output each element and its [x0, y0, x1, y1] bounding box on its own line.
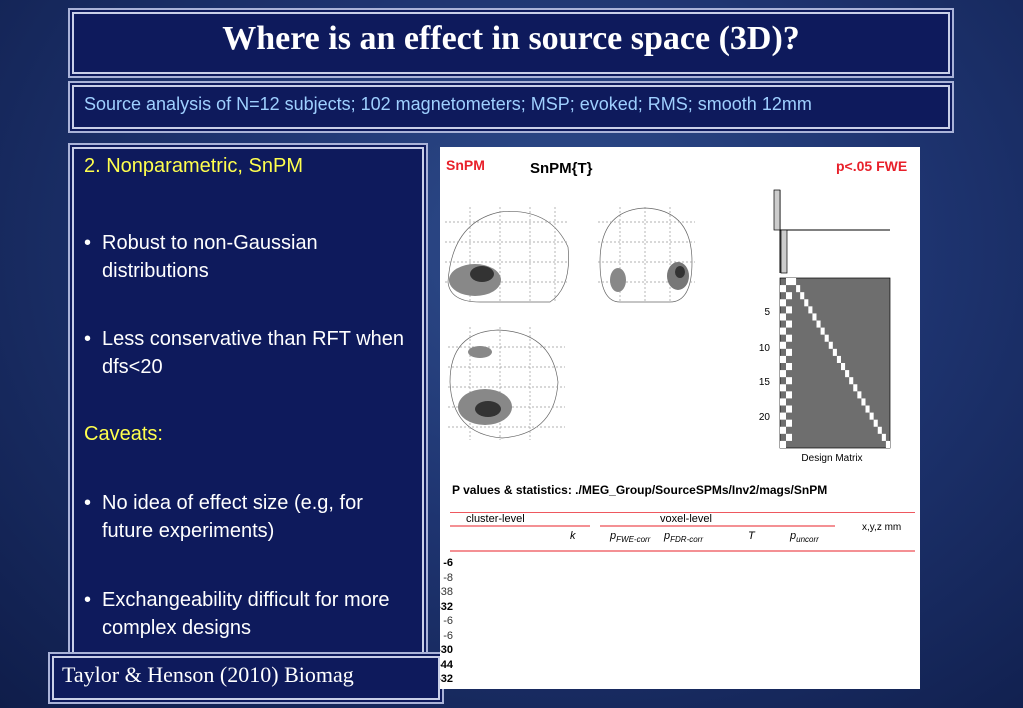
slide-title: Where is an effect in source space (3D)? — [222, 20, 800, 57]
dm-tick-15: 15 — [759, 377, 771, 388]
coronal-view — [598, 207, 695, 303]
citation-box: Taylor & Henson (2010) Biomag — [50, 654, 442, 702]
bullet-item-exchangeability: • Exchangeability difficult for more com… — [84, 586, 414, 642]
header-p-uncorr: puncorr — [790, 530, 819, 545]
header-cluster-level: cluster-level — [466, 513, 525, 525]
slide-subtitle: Source analysis of N=12 subjects; 102 ma… — [84, 94, 812, 114]
bullet-item-conservative: • Less conservative than RFT when dfs<20 — [84, 325, 414, 381]
glass-brain-views — [445, 207, 695, 440]
bullet-glyph: • — [84, 328, 92, 350]
dm-tick-10: 10 — [759, 343, 771, 354]
header-voxel-level: voxel-level — [660, 513, 712, 525]
cell-z: -44 — [440, 658, 453, 671]
bullet-item-effect-size: • No idea of effect size (e.g, for futur… — [84, 489, 414, 545]
cell-z: -38 — [440, 586, 453, 598]
bullet-text: Exchangeability difficult for more compl… — [102, 589, 390, 639]
bullet-item-robust: • Robust to non-Gaussian distributions — [84, 229, 414, 285]
bullet-text: No idea of effect size (e.g, for future … — [102, 492, 363, 542]
caveats-heading: Caveats: — [84, 423, 163, 445]
bullet-glyph: • — [84, 589, 92, 611]
design-matrix-figure: 5 10 15 20 Design Matrix — [759, 189, 891, 464]
cell-z: -8 — [443, 571, 453, 584]
bullet-glyph: • — [84, 232, 92, 254]
cell-z: -30 — [440, 644, 453, 656]
bullet-text: Less conservative than RFT when dfs<20 — [102, 328, 405, 378]
cell-z: -32 — [440, 600, 453, 613]
table-rules — [450, 512, 915, 552]
header-p-fwe: pFWE-corr — [610, 530, 651, 545]
stats-title: P values & statistics: ./MEG_Group/Sourc… — [452, 483, 828, 497]
cell-z: -6 — [443, 615, 453, 627]
design-matrix-label: Design Matrix — [801, 453, 862, 464]
bullets-box: 2. Nonparametric, SnPM • Robust to non-G… — [70, 145, 426, 657]
title-box: Where is an effect in source space (3D)? — [70, 10, 952, 76]
bullet-text: Robust to non-Gaussian distributions — [102, 232, 318, 282]
dm-tick-20: 20 — [759, 412, 771, 423]
subtitle-box: Source analysis of N=12 subjects; 102 ma… — [70, 83, 952, 131]
cell-z: -6 — [443, 629, 453, 642]
design-matrix — [779, 277, 891, 449]
snpm-label: SnPM — [446, 157, 485, 173]
cell-z: -6 — [443, 557, 453, 569]
header-p-fdr: pFDR-corr — [664, 530, 704, 545]
header-k: k — [570, 530, 576, 542]
header-t: T — [748, 530, 755, 542]
dm-tick-5: 5 — [764, 307, 770, 318]
axial-view — [448, 327, 565, 440]
cell-z: -32 — [440, 673, 453, 685]
snpm-title: SnPM{T} — [530, 160, 593, 177]
sagittal-view — [445, 207, 569, 303]
snpm-figure-panel: SnPM SnPM{T} p<.05 FWE 5 10 15 — [440, 147, 920, 689]
bullets-heading: 2. Nonparametric, SnPM — [84, 155, 303, 177]
citation: Taylor & Henson (2010) Biomag — [62, 662, 354, 687]
bullet-glyph: • — [84, 492, 92, 514]
header-xyz: x,y,z mm — [862, 522, 902, 533]
threshold-label: p<.05 FWE — [836, 158, 908, 174]
